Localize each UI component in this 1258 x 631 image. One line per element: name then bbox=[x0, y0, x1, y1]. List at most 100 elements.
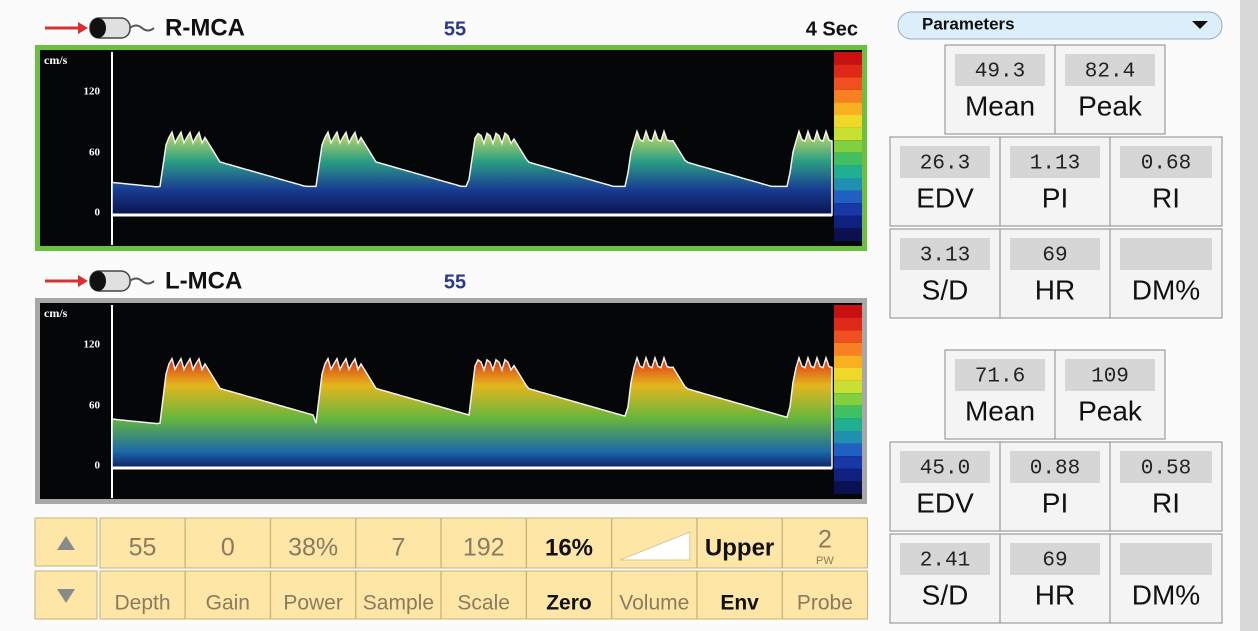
parameter-label: EDV bbox=[916, 182, 974, 213]
color-scale bbox=[834, 418, 862, 431]
probe-arrow-head bbox=[78, 22, 88, 34]
control-label: Power bbox=[283, 592, 343, 615]
control-label: Gain bbox=[206, 592, 250, 615]
color-scale bbox=[834, 444, 862, 457]
parameter-label: HR bbox=[1035, 579, 1075, 610]
parameter-label: S/D bbox=[922, 579, 969, 610]
channel-depth: 55 bbox=[444, 271, 466, 293]
parameter-value: 109 bbox=[1091, 366, 1129, 389]
color-scale bbox=[834, 128, 862, 141]
parameter-label: Mean bbox=[965, 395, 1035, 426]
color-scale bbox=[834, 140, 862, 153]
parameter-value: 49.3 bbox=[975, 61, 1025, 84]
color-scale bbox=[834, 393, 862, 406]
parameter-label: RI bbox=[1152, 487, 1180, 518]
color-scale bbox=[834, 77, 862, 90]
spectrum-display bbox=[38, 48, 865, 249]
color-scale bbox=[834, 381, 862, 394]
parameter-value: 71.6 bbox=[975, 366, 1025, 389]
control-label: Scale bbox=[457, 592, 510, 615]
parameter-value: 3.13 bbox=[920, 245, 970, 268]
color-scale bbox=[834, 115, 862, 128]
parameters-title: Parameters bbox=[922, 14, 1015, 33]
control-label: Env bbox=[720, 592, 759, 615]
control-value: 192 bbox=[463, 534, 505, 562]
color-scale bbox=[834, 90, 862, 103]
control-label: Depth bbox=[114, 592, 170, 615]
color-scale bbox=[834, 481, 862, 494]
control-label: Sample bbox=[363, 592, 434, 615]
parameter-value: 1.13 bbox=[1030, 153, 1080, 176]
color-scale bbox=[834, 102, 862, 115]
parameter-value: 69 bbox=[1042, 550, 1067, 573]
color-scale bbox=[834, 52, 862, 65]
channel-depth: 55 bbox=[444, 18, 466, 40]
parameter-value: 0.88 bbox=[1030, 458, 1080, 481]
control-label: Probe bbox=[797, 592, 853, 615]
parameter-label: HR bbox=[1035, 274, 1075, 305]
color-scale bbox=[834, 305, 862, 318]
probe-arrow-head bbox=[78, 275, 88, 287]
control-label: Zero bbox=[546, 592, 592, 615]
color-scale bbox=[834, 178, 862, 191]
parameter-label: S/D bbox=[922, 274, 969, 305]
parameter-label: DM% bbox=[1132, 274, 1200, 305]
probe-cable bbox=[130, 279, 154, 284]
parameter-label: DM% bbox=[1132, 579, 1200, 610]
control-value: 55 bbox=[129, 534, 157, 562]
sweep-speed: 4 Sec bbox=[806, 18, 858, 40]
axis-tick-label: 60 bbox=[89, 400, 101, 412]
color-scale bbox=[834, 203, 862, 216]
parameter-label: PI bbox=[1042, 182, 1068, 213]
color-scale bbox=[834, 368, 862, 381]
doppler-screen: R-MCA554 Seccm/s120600L-MCA55cm/s1206005… bbox=[0, 0, 1258, 631]
color-scale bbox=[834, 153, 862, 166]
color-scale bbox=[834, 216, 862, 229]
parameter-value: 0.58 bbox=[1141, 458, 1191, 481]
page: { "channels": [ {"name": "R-MCA", "depth… bbox=[0, 0, 1258, 631]
color-scale bbox=[834, 355, 862, 368]
probe-tip bbox=[90, 18, 106, 38]
parameter-label: Peak bbox=[1078, 90, 1143, 121]
color-scale bbox=[834, 191, 862, 204]
parameter-label: PI bbox=[1042, 487, 1068, 518]
color-scale bbox=[834, 228, 862, 241]
parameter-value: 2.41 bbox=[920, 550, 970, 573]
color-scale bbox=[834, 431, 862, 444]
parameter-value-box bbox=[1120, 543, 1212, 575]
probe-tip bbox=[90, 271, 106, 291]
parameter-value: 45.0 bbox=[920, 458, 970, 481]
axis-tick-label: 60 bbox=[89, 147, 101, 159]
control-value: 16% bbox=[545, 534, 593, 561]
scroll-edge bbox=[1240, 0, 1258, 631]
control-value: 0 bbox=[221, 534, 235, 562]
parameter-value: 69 bbox=[1042, 245, 1067, 268]
channel-name: L-MCA bbox=[165, 267, 242, 294]
color-scale bbox=[834, 165, 862, 178]
control-sub: PW bbox=[816, 555, 834, 567]
axis-tick-label: 120 bbox=[84, 339, 101, 351]
parameter-label: Mean bbox=[965, 90, 1035, 121]
color-scale bbox=[834, 65, 862, 78]
channel-name: R-MCA bbox=[165, 14, 245, 41]
parameter-value-box bbox=[1120, 238, 1212, 270]
color-scale bbox=[834, 406, 862, 419]
axis-unit: cm/s bbox=[44, 53, 68, 67]
spectrum-display bbox=[38, 301, 865, 502]
color-scale bbox=[834, 330, 862, 343]
parameter-label: Peak bbox=[1078, 395, 1143, 426]
axis-unit: cm/s bbox=[44, 306, 68, 320]
probe-cable bbox=[130, 26, 154, 31]
control-value: Upper bbox=[705, 534, 774, 561]
parameter-value: 26.3 bbox=[920, 153, 970, 176]
color-scale bbox=[834, 343, 862, 356]
parameter-value: 0.68 bbox=[1141, 153, 1191, 176]
body: R-MCA554 Seccm/s120600L-MCA55cm/s1206005… bbox=[0, 0, 1258, 631]
axis-tick-label: 0 bbox=[95, 207, 101, 219]
control-label: Volume bbox=[619, 592, 689, 615]
color-scale bbox=[834, 469, 862, 482]
parameter-value: 82.4 bbox=[1085, 61, 1135, 84]
control-value: 38% bbox=[288, 534, 338, 562]
color-scale bbox=[834, 318, 862, 331]
control-value: 2 bbox=[818, 526, 832, 554]
